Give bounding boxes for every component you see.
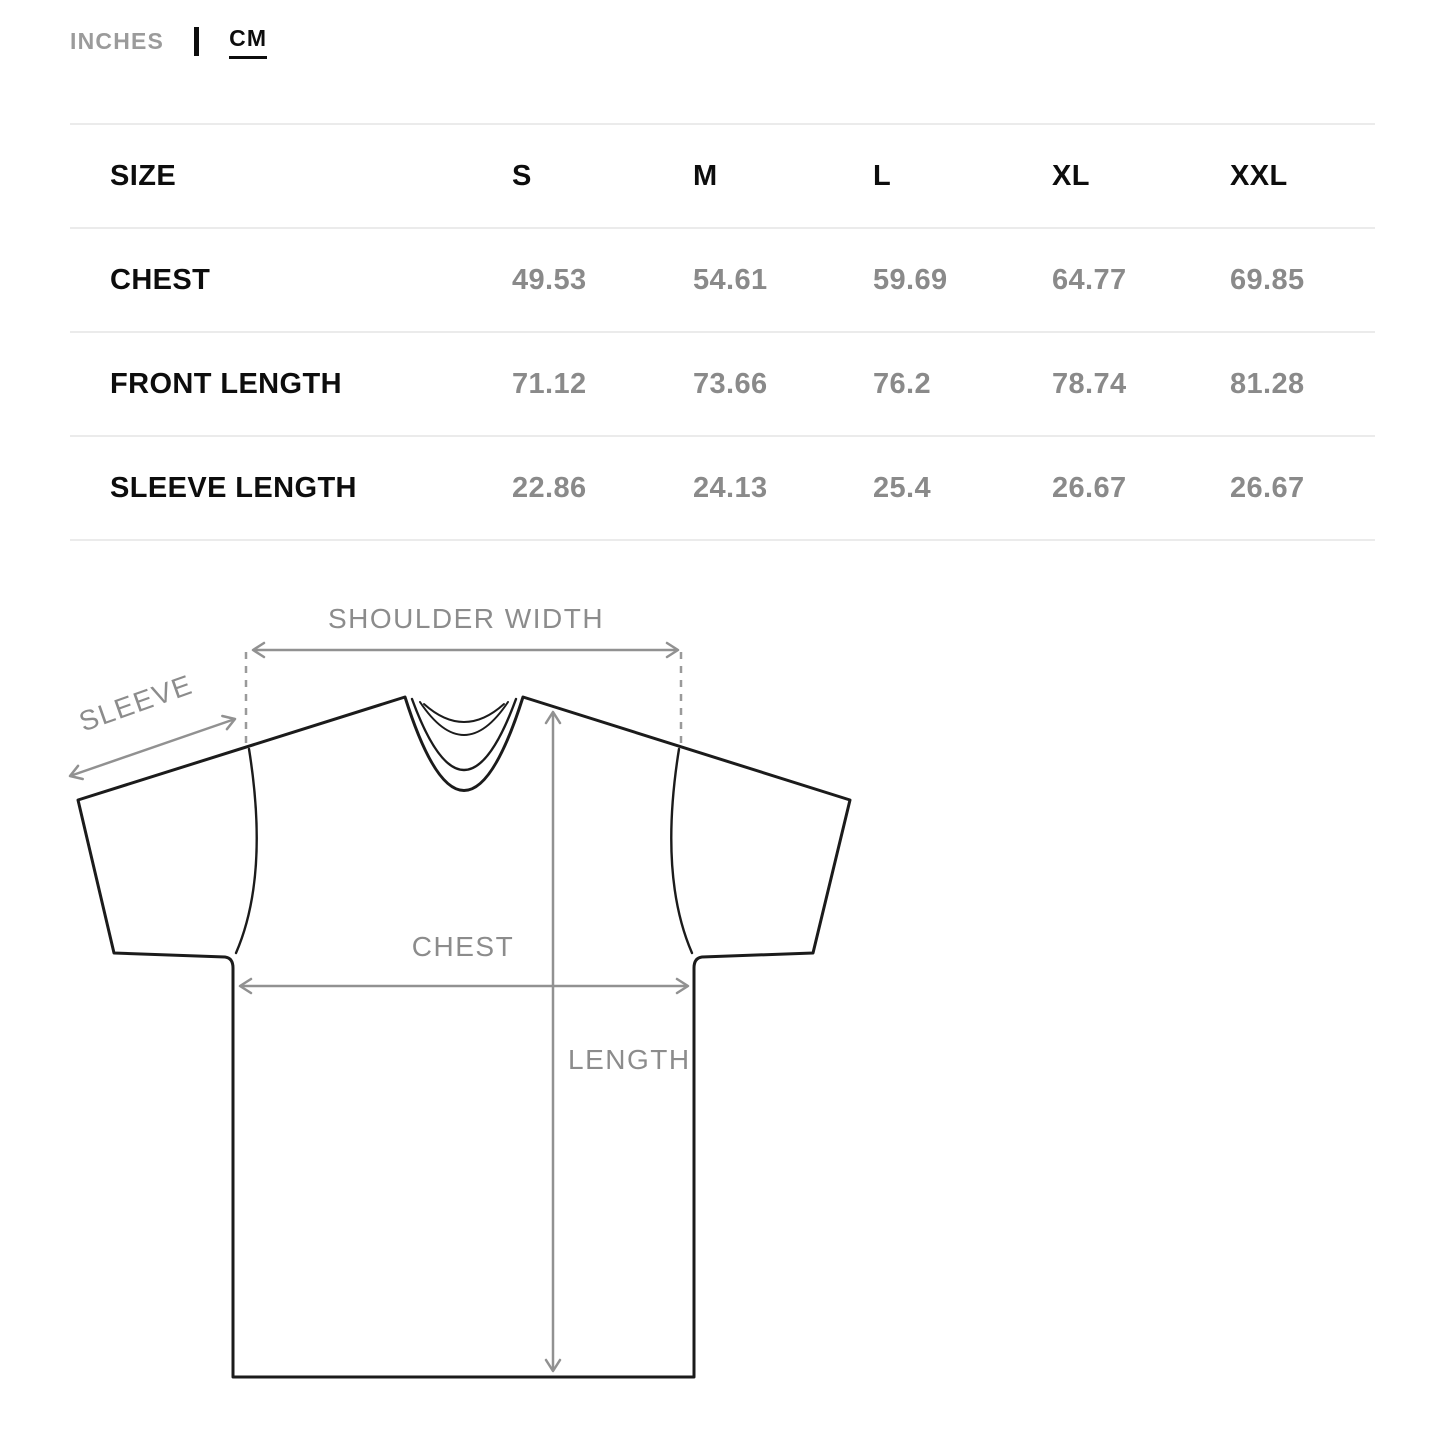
table-row-front-length: FRONT LENGTH 71.12 73.66 76.2 78.74 81.2… (70, 332, 1375, 436)
size-chart-table: SIZE S M L XL XXL CHEST 49.53 54.61 59.6… (70, 123, 1375, 541)
shoulder-width-annotation: SHOULDER WIDTH (244, 603, 683, 746)
chest-value-l: 59.69 (873, 263, 948, 296)
sleeve-length-value-xxl: 26.67 (1230, 471, 1305, 504)
row-label-chest: CHEST (110, 263, 211, 296)
unit-option-inches[interactable]: INCHES (70, 28, 165, 54)
shoulder-width-label: SHOULDER WIDTH (328, 603, 604, 634)
header-size-label: SIZE (110, 159, 177, 192)
front-length-value-s: 71.12 (512, 367, 587, 400)
front-length-value-xl: 78.74 (1052, 367, 1127, 400)
tshirt-body-path (76, 695, 852, 1379)
col-header-l: L (873, 159, 892, 192)
armhole-seam-left (234, 747, 258, 955)
chest-value-m: 54.61 (693, 263, 768, 296)
collar-back-curve-1 (419, 701, 509, 736)
unit-option-cm[interactable]: CM (229, 25, 268, 59)
unit-toggle: INCHES CM (70, 25, 268, 59)
collar-inner-curve (410, 697, 518, 772)
chest-annotation: CHEST (238, 931, 690, 995)
sleeve-arrow (68, 714, 237, 781)
row-label-sleeve-length: SLEEVE LENGTH (110, 471, 357, 504)
table-header-row: SIZE S M L XL XXL (70, 124, 1375, 228)
chest-value-xl: 64.77 (1052, 263, 1127, 296)
length-label: LENGTH (568, 1044, 691, 1075)
table-row-chest: CHEST 49.53 54.61 59.69 64.77 69.85 (70, 228, 1375, 332)
tshirt-outline (76, 695, 852, 1379)
front-length-value-xxl: 81.28 (1230, 367, 1305, 400)
col-header-s: S (512, 159, 532, 192)
col-header-xxl: XXL (1230, 159, 1288, 192)
sleeve-length-value-m: 24.13 (693, 471, 768, 504)
front-length-value-l: 76.2 (873, 367, 932, 400)
row-label-front-length: FRONT LENGTH (110, 367, 342, 400)
col-header-xl: XL (1052, 159, 1090, 192)
sleeve-length-value-xl: 26.67 (1052, 471, 1127, 504)
sleeve-label: SLEEVE (75, 669, 197, 738)
sleeve-length-value-l: 25.4 (873, 471, 932, 504)
tshirt-measurement-diagram: SHOULDER WIDTH SLEEVE CHEST LENGTH (68, 603, 852, 1379)
col-header-m: M (693, 159, 718, 192)
collar-back-curve-2 (423, 703, 505, 723)
chest-value-s: 49.53 (512, 263, 587, 296)
chest-value-xxl: 69.85 (1230, 263, 1305, 296)
toggle-separator (194, 27, 200, 57)
chest-label: CHEST (412, 931, 514, 962)
armhole-seam-right (670, 747, 694, 955)
length-annotation: LENGTH (544, 710, 691, 1373)
sleeve-length-value-s: 22.86 (512, 471, 587, 504)
table-row-sleeve-length: SLEEVE LENGTH 22.86 24.13 25.4 26.67 26.… (70, 436, 1375, 540)
front-length-value-m: 73.66 (693, 367, 768, 400)
